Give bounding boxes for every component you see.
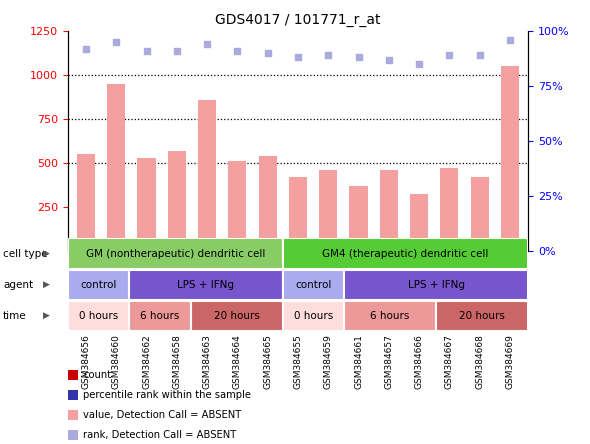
Bar [283, 238, 528, 269]
Text: GSM384658: GSM384658 [172, 334, 181, 389]
Bar [129, 301, 191, 331]
Text: rank, Detection Call = ABSENT: rank, Detection Call = ABSENT [83, 430, 237, 440]
Bar [289, 177, 307, 251]
Text: control: control [295, 280, 332, 289]
Bar [470, 177, 489, 251]
Text: GSM384660: GSM384660 [112, 334, 121, 389]
Text: GSM384661: GSM384661 [354, 334, 363, 389]
Bar [344, 270, 528, 300]
Text: GSM384664: GSM384664 [233, 334, 242, 389]
Bar [440, 168, 458, 251]
Text: 6 hours: 6 hours [371, 311, 409, 321]
Text: agent: agent [3, 280, 33, 289]
Bar [349, 186, 368, 251]
Text: control: control [80, 280, 117, 289]
Bar [344, 301, 436, 331]
Text: ▶: ▶ [43, 249, 50, 258]
Point [202, 41, 212, 48]
Bar [283, 270, 344, 300]
Text: value, Detection Call = ABSENT: value, Detection Call = ABSENT [83, 410, 241, 420]
Text: GSM384666: GSM384666 [415, 334, 424, 389]
Text: GSM384655: GSM384655 [293, 334, 303, 389]
Bar [198, 99, 216, 251]
Text: GSM384668: GSM384668 [475, 334, 484, 389]
Bar [129, 270, 283, 300]
Bar [191, 301, 283, 331]
Point [384, 56, 394, 63]
Text: ▶: ▶ [43, 311, 50, 320]
Text: LPS + IFNg: LPS + IFNg [408, 280, 464, 289]
Point [112, 39, 121, 46]
Text: time: time [3, 311, 27, 321]
Bar [137, 158, 156, 251]
Text: GSM384669: GSM384669 [506, 334, 514, 389]
Bar [168, 151, 186, 251]
Bar [283, 301, 344, 331]
Text: GSM384663: GSM384663 [202, 334, 212, 389]
Text: 20 hours: 20 hours [459, 311, 505, 321]
Text: GSM384656: GSM384656 [81, 334, 90, 389]
Text: count: count [83, 370, 112, 380]
Text: GSM384662: GSM384662 [142, 334, 151, 389]
Text: LPS + IFNg: LPS + IFNg [178, 280, 234, 289]
Text: ▶: ▶ [43, 280, 50, 289]
Text: GM (nontherapeutic) dendritic cell: GM (nontherapeutic) dendritic cell [86, 249, 265, 258]
Bar [68, 370, 78, 380]
Point [81, 45, 91, 52]
Bar [228, 161, 247, 251]
Bar [68, 410, 78, 420]
Text: 20 hours: 20 hours [214, 311, 260, 321]
Point [323, 52, 333, 59]
Text: GSM384665: GSM384665 [263, 334, 272, 389]
Point [414, 60, 424, 67]
Title: GDS4017 / 101771_r_at: GDS4017 / 101771_r_at [215, 13, 381, 27]
Point [293, 54, 303, 61]
Text: 6 hours: 6 hours [140, 311, 179, 321]
Point [445, 52, 454, 59]
Text: GSM384667: GSM384667 [445, 334, 454, 389]
Point [263, 50, 273, 57]
Bar [410, 194, 428, 251]
Text: cell type: cell type [3, 249, 48, 258]
Bar [107, 84, 125, 251]
Bar [436, 301, 528, 331]
Point [142, 48, 151, 55]
Bar [68, 301, 129, 331]
Bar [68, 238, 283, 269]
Text: 0 hours: 0 hours [294, 311, 333, 321]
Point [505, 36, 514, 44]
Bar [258, 156, 277, 251]
Bar [380, 170, 398, 251]
Bar [68, 390, 78, 400]
Bar [68, 430, 78, 440]
Text: GSM384659: GSM384659 [324, 334, 333, 389]
Text: percentile rank within the sample: percentile rank within the sample [83, 390, 251, 400]
Point [354, 54, 363, 61]
Bar [68, 270, 129, 300]
Bar [501, 66, 519, 251]
Text: GM4 (therapeutic) dendritic cell: GM4 (therapeutic) dendritic cell [322, 249, 489, 258]
Point [172, 48, 182, 55]
Point [232, 48, 242, 55]
Bar [77, 154, 95, 251]
Text: GSM384657: GSM384657 [384, 334, 394, 389]
Bar [319, 170, 337, 251]
Text: 0 hours: 0 hours [79, 311, 118, 321]
Point [475, 52, 484, 59]
